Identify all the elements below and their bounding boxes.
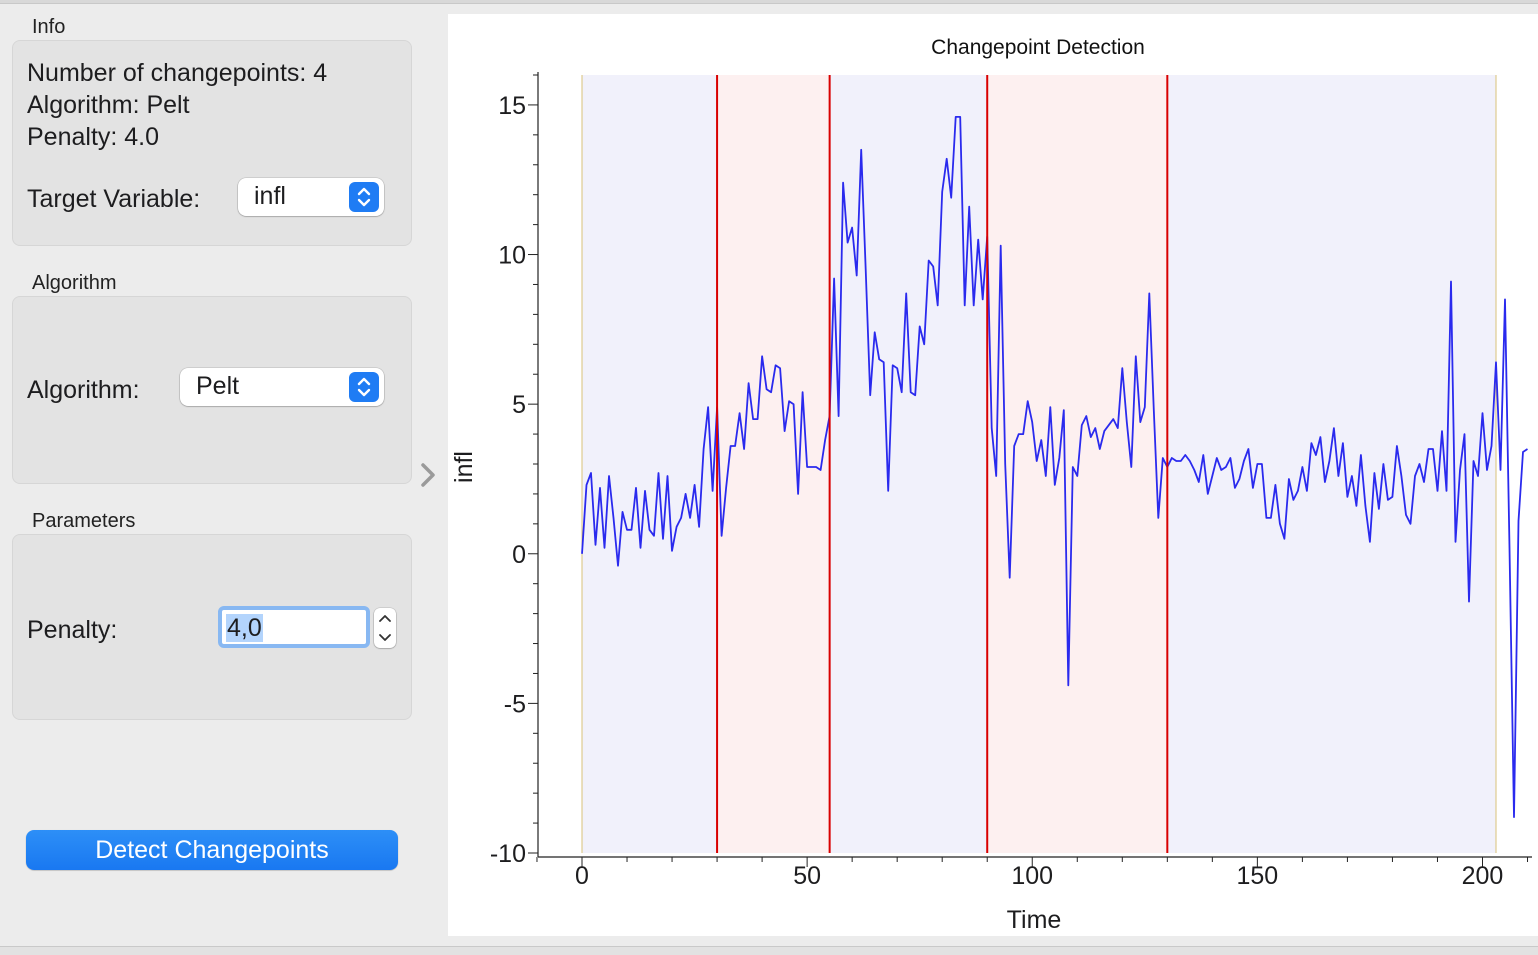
- target-variable-label: Target Variable:: [27, 185, 201, 213]
- penalty-label: Penalty:: [27, 616, 118, 644]
- y-tick-label: 15: [498, 92, 526, 120]
- y-tick-label: 0: [512, 541, 526, 569]
- segment-band: [987, 75, 1168, 853]
- info-group-title: Info: [32, 16, 66, 38]
- plot-panel: Changepoint Detection Time infl 15 10 5 0 -5…: [448, 14, 1538, 936]
- infl-series-line: [581, 116, 1528, 818]
- x-tick-label: 150: [1237, 862, 1279, 890]
- changepoint-chart: Changepoint Detection Time infl 151050-5…: [450, 36, 1532, 934]
- algorithm-group-title: Algorithm: [32, 272, 117, 294]
- y-tick-label: 5: [512, 391, 526, 419]
- y-tick-label: -10: [490, 840, 526, 868]
- up-down-chevron-icon: [349, 372, 379, 402]
- target-variable-value: infl: [254, 182, 286, 210]
- y-axis-label: infl: [450, 451, 478, 483]
- changepoints-count-text: Number of changepoints: 4: [27, 59, 328, 87]
- collapse-panel-chevron-icon[interactable]: [416, 460, 442, 490]
- x-tick-label: 0: [575, 862, 589, 890]
- penalty-input-value: 4,0: [226, 614, 263, 642]
- segment-band: [1167, 75, 1496, 853]
- up-down-chevron-icon: [349, 182, 379, 212]
- x-tick-label: 50: [793, 862, 821, 890]
- parameters-group-title: Parameters: [32, 510, 136, 532]
- algorithm-value: Pelt: [196, 372, 240, 400]
- stepper-arrows-icon: [379, 615, 391, 641]
- penalty-stepper[interactable]: [374, 608, 396, 648]
- detect-changepoints-button[interactable]: Detect Changepoints: [26, 830, 398, 870]
- window-bottom-edge: [0, 946, 1538, 955]
- penalty-input[interactable]: 4,0: [218, 606, 370, 648]
- window-top-edge: [0, 0, 1538, 4]
- algorithm-select[interactable]: Pelt: [180, 368, 384, 406]
- x-axis-label: Time: [1007, 906, 1062, 934]
- algorithm-label: Algorithm:: [27, 376, 140, 404]
- segment-band: [582, 75, 718, 853]
- chart-title: Changepoint Detection: [931, 36, 1145, 59]
- y-tick-label: 10: [498, 242, 526, 270]
- penalty-info-text: Penalty: 4.0: [27, 123, 160, 151]
- algorithm-group: Algorithm: Pelt: [12, 296, 412, 484]
- algorithm-info-text: Algorithm: Pelt: [27, 91, 190, 119]
- info-group: Number of changepoints: 4 Algorithm: Pel…: [12, 40, 412, 246]
- segment-band: [829, 75, 988, 853]
- target-variable-select[interactable]: infl: [238, 178, 384, 216]
- x-tick-label: 200: [1462, 862, 1504, 890]
- x-tick-label: 100: [1011, 862, 1053, 890]
- segment-band: [717, 75, 830, 853]
- y-tick-label: -5: [504, 690, 526, 718]
